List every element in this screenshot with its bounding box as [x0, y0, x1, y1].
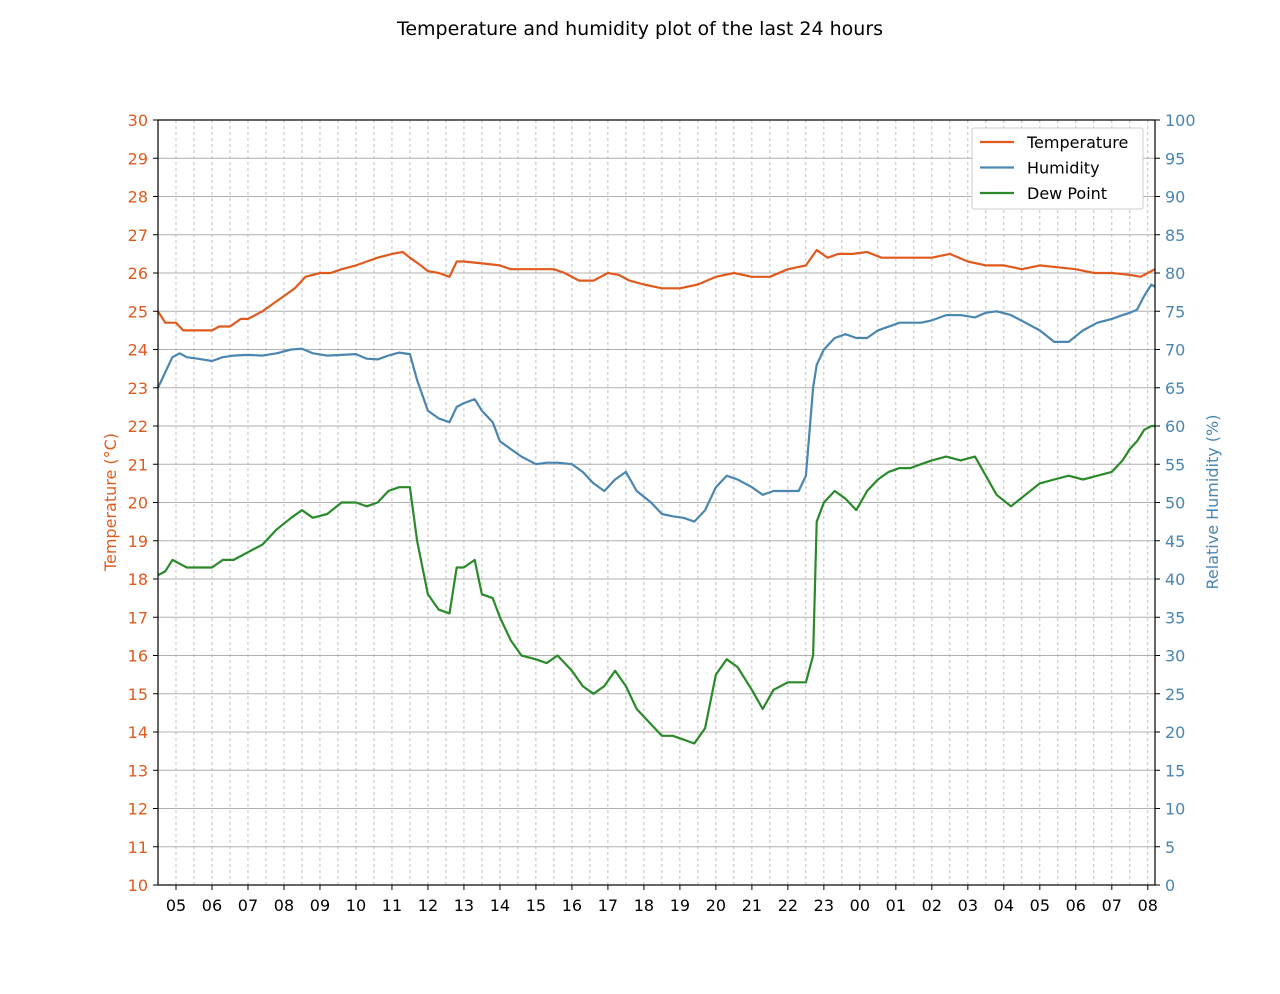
y-tick-label-left: 14 — [128, 723, 148, 742]
y-tick-label-right: 30 — [1165, 647, 1185, 666]
x-tick-label: 05 — [1030, 896, 1050, 915]
y-tick-label-left: 25 — [128, 302, 148, 321]
y-tick-label-right: 5 — [1165, 838, 1175, 857]
y-tick-label-right: 10 — [1165, 800, 1185, 819]
y-tick-label-right: 15 — [1165, 761, 1185, 780]
y-tick-label-right: 90 — [1165, 188, 1185, 207]
legend-label-humidity: Humidity — [1027, 159, 1100, 178]
left-axis: 10 11 12 13 14 15 16 17 18 19 20 21 22 23 24 25 26 27 28 29… — [128, 111, 158, 895]
legend-box — [971, 127, 1144, 210]
y-tick-label-left: 26 — [128, 264, 148, 283]
series-line-dew-point — [157, 424, 1155, 745]
x-tick-label: 09 — [310, 896, 330, 915]
x-tick-label: 00 — [850, 896, 870, 915]
y-tick-label-left: 28 — [128, 188, 148, 207]
y-axis-label-right: Relative Humidity (%) — [1203, 415, 1222, 590]
y-tick-label-left: 30 — [128, 111, 148, 130]
x-tick-label: 17 — [598, 896, 618, 915]
y-tick-label-right: 65 — [1165, 379, 1185, 398]
x-tick-label: 14 — [490, 896, 510, 915]
y-tick-label-right: 100 — [1165, 111, 1196, 130]
x-tick-label: 06 — [1066, 896, 1086, 915]
legend-label-temperature: Temperature — [1026, 133, 1128, 152]
y-tick-label-right: 95 — [1165, 149, 1185, 168]
y-tick-label-left: 19 — [128, 532, 148, 551]
series-line-temperature — [157, 248, 1156, 332]
y-tick-label-left: 24 — [128, 341, 148, 360]
x-tick-label: 16 — [562, 896, 582, 915]
y-tick-label-left: 20 — [128, 494, 148, 513]
y-tick-label-left: 18 — [128, 570, 148, 589]
legend-label-dew-point: Dew Point — [1027, 184, 1107, 203]
y-tick-label-left: 13 — [128, 761, 148, 780]
y-tick-label-right: 50 — [1165, 494, 1185, 513]
y-tick-label-right: 70 — [1165, 341, 1185, 360]
legend: Temperature Humidity Dew Point — [971, 127, 1144, 210]
y-tick-label-right: 45 — [1165, 532, 1185, 551]
y-tick-label-right: 20 — [1165, 723, 1185, 742]
y-tick-label-left: 17 — [128, 608, 148, 627]
y-tick-label-right: 80 — [1165, 264, 1185, 283]
y-tick-label-right: 60 — [1165, 417, 1185, 436]
right-axis: 0 5 10 15 20 25 30 35 40 45 50 55 60 65 70 75 80 85 90 95 10… — [1155, 111, 1196, 895]
y-tick-label-left: 23 — [128, 379, 148, 398]
chart-title: Temperature and humidity plot of the las… — [396, 18, 883, 40]
x-tick-label: 23 — [814, 896, 834, 915]
x-tick-label: 19 — [670, 896, 690, 915]
x-tick-label: 11 — [382, 896, 402, 915]
x-tick-label: 15 — [526, 896, 546, 915]
x-tick-label: 07 — [238, 896, 258, 915]
x-tick-label: 21 — [742, 896, 762, 915]
x-tick-label: 01 — [886, 896, 906, 915]
bottom-axis: 05 06 07 08 09 10 11 12 13 14 15 16 17 18 19 20 21 22 23 00… — [166, 885, 1158, 915]
y-tick-label-left: 10 — [128, 876, 148, 895]
y-tick-label-left: 22 — [128, 417, 148, 436]
y-tick-label-left: 21 — [128, 455, 148, 474]
y-tick-label-left: 27 — [128, 226, 148, 245]
y-tick-label-right: 55 — [1165, 455, 1185, 474]
y-axis-label-left: Temperature (°C) — [101, 433, 120, 572]
y-tick-label-right: 85 — [1165, 226, 1185, 245]
y-tick-label-left: 11 — [128, 838, 148, 857]
y-tick-label-left: 12 — [128, 800, 148, 819]
y-tick-label-right: 25 — [1165, 685, 1185, 704]
x-tick-label: 20 — [706, 896, 726, 915]
x-tick-label: 05 — [166, 896, 186, 915]
x-tick-label: 22 — [778, 896, 798, 915]
legend-items: Temperature Humidity Dew Point — [980, 133, 1128, 203]
y-tick-label-right: 75 — [1165, 302, 1185, 321]
x-tick-label: 10 — [346, 896, 366, 915]
series-line-humidity — [157, 283, 1156, 523]
x-tick-label: 06 — [202, 896, 222, 915]
x-tick-label: 08 — [274, 896, 294, 915]
x-tick-label: 12 — [418, 896, 438, 915]
y-tick-label-right: 40 — [1165, 570, 1185, 589]
y-tick-label-left: 15 — [128, 685, 148, 704]
x-tick-label: 04 — [994, 896, 1014, 915]
y-tick-label-left: 29 — [128, 149, 148, 168]
x-tick-label: 08 — [1138, 896, 1158, 915]
y-tick-label-right: 0 — [1165, 876, 1175, 895]
series-layer — [157, 248, 1156, 745]
x-tick-label: 02 — [922, 896, 942, 915]
x-tick-label: 03 — [958, 896, 978, 915]
x-tick-label: 07 — [1102, 896, 1122, 915]
y-tick-label-right: 35 — [1165, 608, 1185, 627]
y-tick-label-left: 16 — [128, 647, 148, 666]
x-tick-label: 13 — [454, 896, 474, 915]
grid-layer — [157, 119, 1155, 886]
x-tick-label: 18 — [634, 896, 654, 915]
